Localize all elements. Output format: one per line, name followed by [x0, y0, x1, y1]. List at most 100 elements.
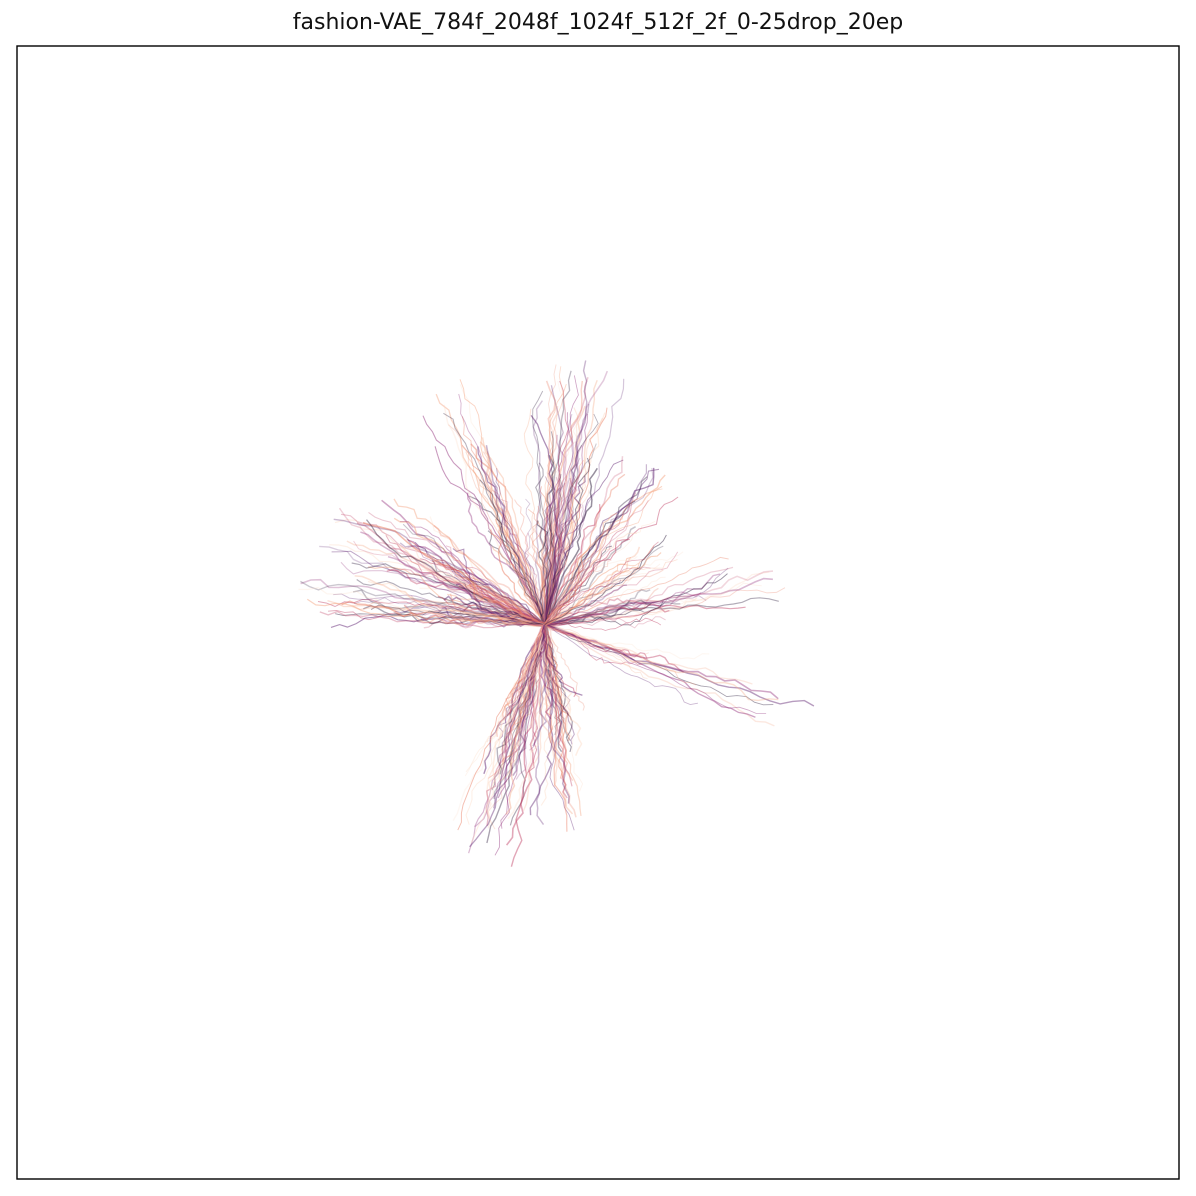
trajectory-line-205 [335, 613, 546, 625]
trajectory-line-310 [503, 624, 545, 754]
trajectory-line-54 [545, 475, 574, 626]
trajectory-line-82 [545, 405, 559, 626]
trajectory-line-362 [545, 563, 661, 626]
trajectory-line-351 [540, 624, 553, 710]
trajectory-line-377 [544, 534, 667, 626]
trajectory-line-100 [541, 423, 579, 625]
trajectory-line-97 [527, 508, 547, 626]
trajectory-line-347 [539, 624, 553, 720]
trajectory-line-164 [346, 540, 546, 625]
trajectory-line-84 [531, 505, 546, 625]
trajectory-line-166 [420, 558, 546, 625]
trajectory-line-18 [479, 441, 548, 625]
trajectory-line-338 [545, 624, 571, 713]
trajectory-line-313 [506, 625, 547, 735]
trajectory-line-291 [465, 625, 547, 773]
trajectory-line-174 [365, 519, 545, 627]
trajectory-line-131 [331, 550, 546, 626]
trajectory-line-279 [510, 624, 547, 867]
trajectory-line-157 [352, 589, 545, 628]
trajectory-line-112 [544, 456, 624, 626]
trajectory-line-311 [503, 624, 545, 720]
trajectory-line-46 [544, 504, 584, 626]
trajectory-line-191 [443, 595, 546, 628]
trajectory-line-367 [544, 597, 645, 625]
trajectory-line-81 [538, 487, 560, 626]
trajectory-line-3 [494, 503, 547, 625]
trajectory-line-246 [544, 624, 779, 700]
trajectory-line-356 [544, 624, 574, 781]
trajectory-line-216 [319, 610, 545, 629]
trajectory-line-249 [544, 624, 756, 718]
trajectory-line-102 [544, 473, 564, 626]
trajectory-line-30 [496, 525, 546, 626]
trajectory-line-161 [410, 595, 545, 627]
trajectory-line-282 [486, 624, 546, 844]
trajectory-line-87 [543, 445, 583, 625]
trajectory-line-225 [545, 594, 707, 627]
trajectory-line-281 [535, 624, 547, 826]
trajectory-line-372 [544, 552, 662, 626]
trajectory-line-334 [544, 624, 572, 721]
trajectory-line-269 [509, 624, 546, 766]
trajectory-line-292 [498, 625, 547, 766]
trajectory-line-44 [544, 457, 581, 626]
trajectory-line-45 [545, 475, 567, 626]
trajectory-line-47 [543, 434, 566, 626]
trajectory-line-85 [544, 413, 589, 626]
trajectory-line-331 [529, 624, 554, 816]
trajectory-line-193 [356, 579, 546, 626]
trajectory-line-342 [544, 624, 568, 832]
trajectory-line-364 [544, 562, 640, 626]
trajectory-line-137 [319, 545, 545, 628]
trajectory-line-56 [544, 489, 590, 626]
trajectory-line-306 [515, 624, 546, 780]
trajectory-line-208 [428, 615, 546, 625]
trajectory-line-290 [491, 624, 546, 791]
trajectory-line-280 [524, 625, 547, 721]
trajectory-line-206 [333, 593, 545, 627]
trajectory-line-189 [419, 585, 546, 627]
trajectory-line-64 [544, 376, 589, 626]
trajectory-line-361 [544, 556, 632, 626]
trajectory-line-80 [544, 467, 598, 626]
trajectory-line-277 [486, 624, 547, 829]
trajectory-line-209 [449, 593, 546, 625]
trajectory-line-287 [525, 625, 547, 779]
trajectory-line-108 [543, 526, 636, 626]
trajectory-line-263 [483, 624, 546, 775]
trajectory-line-62 [542, 523, 561, 626]
trajectory-line-229 [544, 551, 684, 626]
trajectory-line-326 [544, 624, 572, 742]
trajectory-line-121 [544, 488, 663, 626]
trajectory-line-110 [543, 500, 636, 625]
trajectory-line-101 [542, 482, 566, 625]
trajectory-line-74 [544, 403, 590, 626]
trajectory-line-248 [545, 623, 774, 706]
trajectory-line-234 [544, 597, 698, 626]
trajectory-line-180 [360, 531, 546, 627]
trajectory-line-95 [545, 459, 584, 626]
trajectory-line-17 [495, 518, 546, 626]
trajectory-line-316 [522, 624, 547, 811]
trajectory-line-176 [459, 604, 546, 627]
trajectory-line-139 [447, 593, 546, 626]
trajectory-line-197 [330, 614, 546, 628]
trajectory-line-341 [543, 624, 577, 818]
trajectory-line-188 [363, 604, 546, 626]
trajectory-line-150 [397, 545, 545, 627]
trajectory-line-93 [544, 457, 591, 626]
trajectory-line-77 [545, 477, 578, 626]
trajectory-line-284 [505, 624, 545, 815]
trajectory-line-194 [394, 606, 545, 627]
trajectory-line-140 [356, 522, 546, 626]
trajectory-line-270 [506, 624, 545, 717]
trajectory-line-265 [487, 624, 547, 779]
trajectory-line-20 [466, 492, 547, 625]
trajectory-line-10 [461, 416, 546, 626]
trajectory-line-78 [523, 408, 546, 626]
trajectory-line-167 [445, 545, 545, 627]
trajectory-line-130 [340, 561, 546, 626]
trajectory-line-12 [461, 444, 547, 625]
